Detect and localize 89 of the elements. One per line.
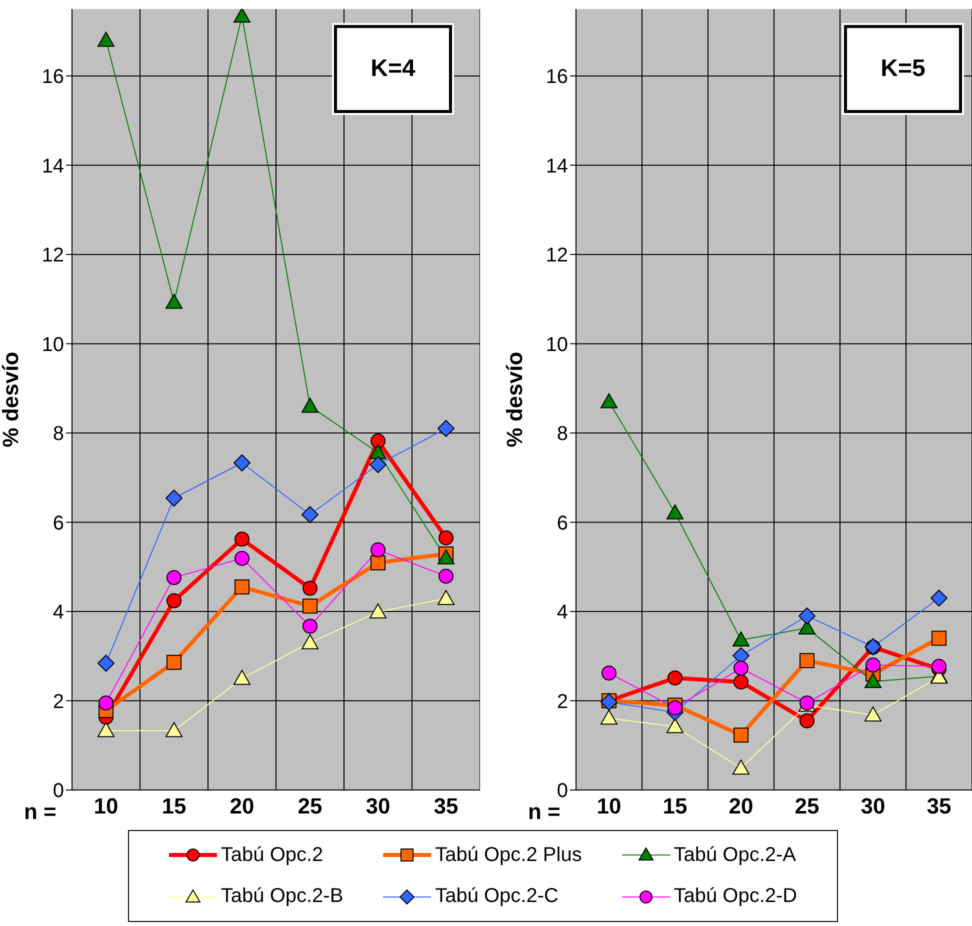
point xyxy=(370,434,386,449)
y-tick-label: 12 xyxy=(546,244,568,267)
point xyxy=(98,32,114,47)
point xyxy=(370,444,386,460)
x-tick-label: 35 xyxy=(434,794,458,819)
x-tick-label: 20 xyxy=(728,794,754,819)
y-tick-label: 2 xyxy=(556,690,568,713)
point xyxy=(800,713,814,728)
y-tick-label: 14 xyxy=(546,155,568,178)
point xyxy=(734,674,748,690)
point xyxy=(234,579,250,594)
point xyxy=(166,593,182,608)
y-tick-label: 10 xyxy=(42,334,64,356)
x-tick-label: 10 xyxy=(94,794,118,819)
y-tick-label: 14 xyxy=(42,155,64,178)
point xyxy=(798,607,816,624)
y-tick-label: 8 xyxy=(52,423,64,446)
legend-label: Tabú Opc.2-D xyxy=(674,885,798,908)
point xyxy=(800,653,814,668)
point xyxy=(302,506,318,524)
point xyxy=(370,603,386,618)
point xyxy=(932,630,946,646)
point xyxy=(302,398,318,413)
point xyxy=(302,634,318,650)
y-tick-label: 4 xyxy=(52,602,64,624)
point xyxy=(438,549,454,564)
point xyxy=(930,590,948,607)
x-tick-label: 30 xyxy=(860,794,886,819)
point xyxy=(234,454,250,472)
legend-label: Tabú Opc.2 xyxy=(220,844,324,867)
legend-label: Tabú Opc.2-A xyxy=(674,844,796,867)
x-tick-label: 25 xyxy=(298,794,322,819)
point xyxy=(302,580,318,596)
point xyxy=(438,590,454,606)
point xyxy=(666,718,684,734)
point xyxy=(600,710,618,725)
point xyxy=(98,654,114,672)
point xyxy=(370,542,386,558)
point xyxy=(166,570,182,586)
point xyxy=(370,555,386,570)
point xyxy=(166,294,182,309)
point xyxy=(302,598,318,614)
x-tick-label: 20 xyxy=(230,794,254,819)
point xyxy=(166,654,182,670)
x-tick-label: 15 xyxy=(662,794,688,819)
point xyxy=(438,530,454,546)
point xyxy=(234,670,250,685)
point xyxy=(668,670,682,686)
point xyxy=(234,550,250,566)
legend-label: Tabú Opc.2 Plus xyxy=(435,844,582,867)
point xyxy=(734,660,748,676)
x-tick-label: 35 xyxy=(926,794,952,819)
point xyxy=(732,632,750,647)
legend-label: Tabú Opc.2-C xyxy=(435,885,558,908)
point xyxy=(600,393,618,408)
y-tick-label: 12 xyxy=(42,244,64,267)
point xyxy=(438,420,454,438)
y-tick-label: 2 xyxy=(52,690,64,713)
point xyxy=(166,722,182,738)
y-axis-title: % desvío xyxy=(0,352,23,448)
y-axis-title: % desvío xyxy=(502,352,527,448)
y-tick-label: 4 xyxy=(556,602,568,624)
point xyxy=(602,666,616,681)
y-tick-label: 16 xyxy=(42,66,64,88)
y-tick-label: 6 xyxy=(52,512,64,534)
y-tick-label: 10 xyxy=(546,334,568,356)
x-tick-label: 30 xyxy=(366,794,390,819)
point xyxy=(666,504,684,520)
point xyxy=(166,490,182,507)
y-tick-label: 16 xyxy=(546,66,568,88)
point xyxy=(234,532,250,547)
point xyxy=(302,618,318,634)
x-tick-label: 15 xyxy=(162,794,186,819)
point xyxy=(234,9,250,23)
legend-label: Tabú Opc.2-B xyxy=(220,885,344,908)
point xyxy=(98,722,114,738)
point xyxy=(732,760,750,775)
point xyxy=(864,706,882,722)
y-tick-label: 6 xyxy=(556,512,568,534)
point xyxy=(370,456,386,474)
point xyxy=(932,658,946,674)
point xyxy=(734,728,748,743)
point xyxy=(98,695,114,710)
x-tick-label: 10 xyxy=(596,794,622,819)
point xyxy=(866,658,880,673)
point xyxy=(864,673,882,688)
x-tick-label: 25 xyxy=(794,794,820,819)
point xyxy=(438,568,454,584)
y-tick-label: 8 xyxy=(556,423,568,446)
